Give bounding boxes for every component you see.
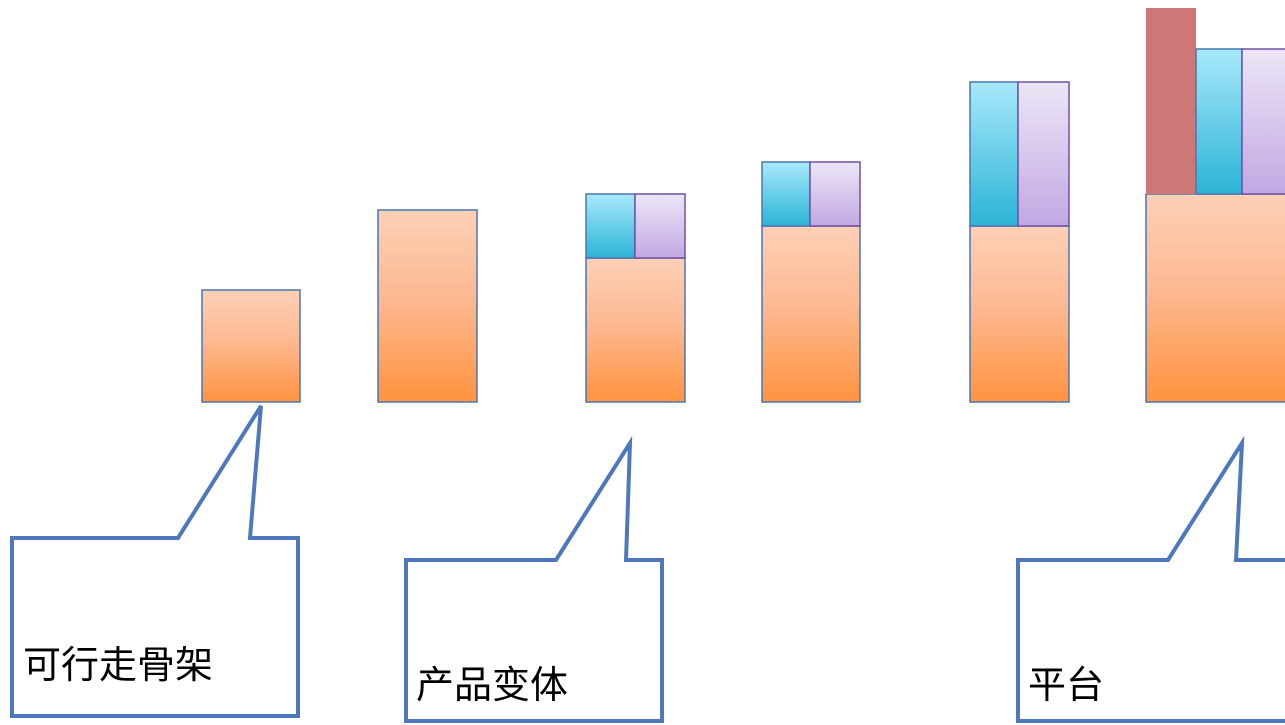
callout-skeleton: 可行走骨架 [10, 404, 300, 718]
stage-6-base-block [1145, 193, 1285, 403]
callout-variants: 产品变体 [404, 435, 664, 723]
stage-3-lavender-block [634, 193, 686, 259]
stage-4-cyan-block [761, 161, 811, 227]
stage-3-cyan-block [585, 193, 636, 259]
stage-4-lavender-block [809, 161, 861, 227]
stage-5-column [969, 81, 1070, 403]
stage-6-rose-block [1146, 8, 1196, 194]
callout-platform-bubble [1016, 435, 1285, 723]
stage-5-base-block [969, 225, 1070, 403]
stage-2-column [377, 209, 478, 403]
stage-3-base-block [585, 257, 686, 403]
stage-2-base-block [377, 209, 478, 403]
callout-skeleton-label: 可行走骨架 [23, 643, 213, 687]
stage-4-base-block [761, 225, 861, 403]
stage-6-lavender-block [1241, 48, 1285, 195]
stage-5-lavender-block [1017, 81, 1070, 227]
stage-4-column [761, 161, 861, 403]
callout-skeleton-bubble [10, 404, 300, 718]
stage-6-column [1145, 8, 1285, 403]
callout-variants-label: 产品变体 [416, 663, 568, 707]
stage-6-cyan-block [1195, 48, 1243, 195]
callout-platform-label: 平台 [1028, 663, 1104, 707]
stage-3-column [585, 193, 686, 403]
stage-5-cyan-block [969, 81, 1019, 227]
callout-platform: 平台 [1016, 435, 1285, 723]
stage-1-column [201, 289, 301, 403]
callout-variants-bubble [404, 435, 664, 723]
stage-1-base-block [201, 289, 301, 403]
